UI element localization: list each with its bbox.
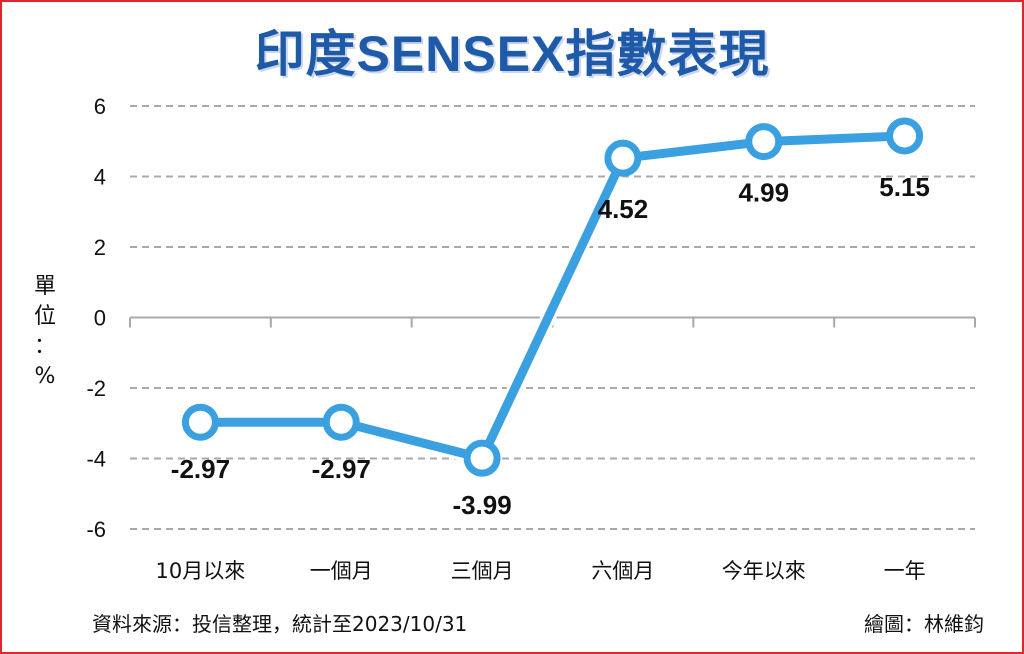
y-tick-label: 2 <box>94 235 106 260</box>
y-tick-label: -2 <box>86 376 106 401</box>
y-tick-label: -4 <box>86 447 106 472</box>
data-label: -2.97 <box>171 454 230 484</box>
source-note: 資料來源：投信整理，統計至2023/10/31 <box>92 612 468 636</box>
y-tick-label: 4 <box>94 165 106 190</box>
data-point <box>463 439 501 477</box>
x-tick-label: 今年以來 <box>722 559 806 583</box>
data-label: 5.15 <box>879 172 930 202</box>
y-axis-unit-label: 單 位 ： % <box>30 272 60 392</box>
x-tick-label: 10月以來 <box>156 559 246 583</box>
data-point <box>604 139 642 177</box>
data-label: 4.99 <box>738 178 789 208</box>
data-point <box>886 117 924 155</box>
x-tick-label: 一年 <box>884 559 926 583</box>
series-line <box>195 131 910 463</box>
y-tick-label: -6 <box>86 517 106 542</box>
credit-note: 繪圖：林維鈞 <box>864 612 984 636</box>
series-line-halo <box>192 128 913 466</box>
x-tick-label: 六個月 <box>591 559 654 583</box>
unit-char: ： <box>33 334 56 359</box>
x-tick-label: 三個月 <box>451 559 514 583</box>
data-point <box>322 403 360 441</box>
data-point <box>745 123 783 161</box>
unit-char: 位 <box>33 304 56 329</box>
x-tick-label: 一個月 <box>310 559 373 583</box>
data-label: -3.99 <box>452 490 511 520</box>
data-label: 4.52 <box>598 194 649 224</box>
y-tick-label: 0 <box>94 306 106 331</box>
data-point <box>181 403 219 441</box>
chart-title: 印度SENSEX指數表現 <box>254 26 770 82</box>
unit-char: 單 <box>33 274 56 299</box>
unit-char: % <box>34 364 56 389</box>
y-tick-label: 6 <box>94 94 106 119</box>
data-label: -2.97 <box>312 454 371 484</box>
